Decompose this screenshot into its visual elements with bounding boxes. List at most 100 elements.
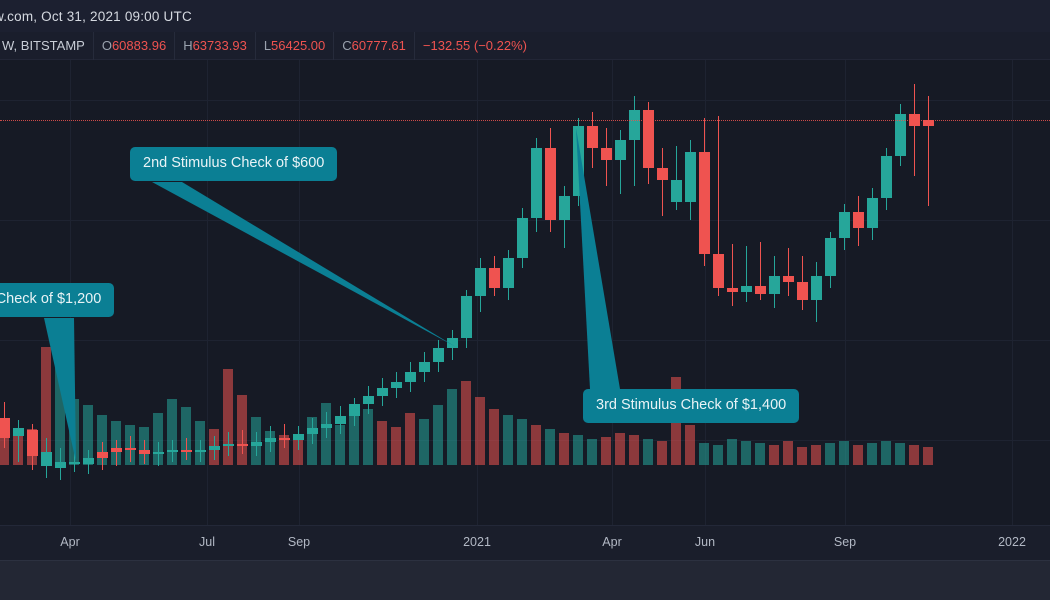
volume-bar	[391, 427, 401, 465]
annotation-label-stimulus-3[interactable]: 3rd Stimulus Check of $1,400	[583, 389, 800, 423]
close-value: 60777.61	[351, 38, 406, 53]
candle-body	[97, 452, 108, 458]
volume-bar	[377, 421, 387, 465]
candle-body	[503, 258, 514, 288]
volume-bar	[559, 433, 569, 465]
time-axis[interactable]: Apr Jul Sep 2021 Apr Jun Sep 2022	[0, 525, 1050, 560]
volume-bar	[629, 435, 639, 465]
candle-body	[279, 438, 290, 440]
candle-body	[713, 254, 724, 288]
volume-bar	[895, 443, 905, 465]
low-value: 56425.00	[271, 38, 326, 53]
candle-body	[657, 168, 668, 180]
candle-body	[881, 156, 892, 198]
candle-wick	[746, 246, 747, 302]
candle-body	[251, 442, 262, 446]
volume-bar	[839, 441, 849, 465]
volume-bar	[727, 439, 737, 465]
candle-body	[895, 114, 906, 156]
candle-body	[223, 444, 234, 446]
candle-body	[727, 288, 738, 292]
candle-body	[475, 268, 486, 296]
volume-bar	[293, 437, 303, 465]
volume-bar	[699, 443, 709, 465]
volume-bar	[713, 445, 723, 465]
candle-wick	[116, 440, 117, 466]
gridline-horizontal	[0, 340, 1050, 341]
candle-body	[27, 430, 38, 456]
annotation-label-stimulus-1[interactable]: mulus Check of $1,200	[0, 283, 115, 317]
open-value: 60883.96	[111, 38, 167, 53]
volume-bar	[797, 447, 807, 465]
candle-body	[517, 218, 528, 258]
candle-body	[867, 198, 878, 228]
candle-wick	[186, 438, 187, 460]
ohlc-open: O 60883.96	[94, 31, 176, 60]
gridline-vertical	[845, 60, 846, 525]
volume-bar	[0, 431, 9, 465]
annotation-pointer-stimulus-1	[44, 318, 76, 462]
volume-bar	[601, 437, 611, 465]
time-axis-label: Sep	[287, 535, 311, 549]
close-key: C	[342, 38, 352, 53]
candle-wick	[914, 84, 915, 176]
volume-bar	[405, 413, 415, 465]
candle-wick	[634, 96, 635, 186]
chart-footer-bar	[0, 560, 1050, 600]
symbol-label[interactable]: W, BITSTAMP	[0, 31, 94, 60]
volume-bar	[335, 425, 345, 465]
chart-source-bar: w.com, Oct 31, 2021 09:00 UTC	[0, 0, 1050, 32]
gridline-horizontal	[0, 100, 1050, 101]
time-axis-label: Apr	[60, 535, 80, 549]
price-change-value: −132.55 (−0.22%)	[422, 38, 527, 53]
candle-body	[671, 180, 682, 202]
volume-bar	[769, 445, 779, 465]
ohlc-high: H 63733.93	[175, 31, 256, 60]
volume-bar	[419, 419, 429, 465]
gridline-vertical	[612, 60, 613, 525]
candle-body	[489, 268, 500, 288]
volume-bar	[503, 415, 513, 465]
candle-wick	[620, 130, 621, 194]
volume-bar	[587, 439, 597, 465]
candle-body	[559, 196, 570, 220]
time-axis-label: Jun	[694, 535, 716, 549]
candle-wick	[928, 96, 929, 206]
volume-bar	[923, 447, 933, 465]
candle-wick	[242, 430, 243, 454]
volume-bar	[447, 389, 457, 465]
candle-body	[237, 444, 248, 446]
candle-body	[839, 212, 850, 238]
volume-bar	[223, 369, 233, 465]
volume-bar	[97, 415, 107, 465]
annotation-pointer-stimulus-3	[576, 128, 620, 389]
volume-bar	[867, 443, 877, 465]
volume-bar	[825, 443, 835, 465]
annotation-label-stimulus-2[interactable]: 2nd Stimulus Check of $600	[130, 147, 338, 181]
volume-bar	[475, 397, 485, 465]
volume-bar	[363, 409, 373, 465]
candle-body	[447, 338, 458, 348]
candle-body	[531, 148, 542, 218]
time-axis-label: Jul	[199, 535, 215, 549]
candle-body	[741, 286, 752, 292]
candle-body	[545, 148, 556, 220]
source-timestamp-text: w.com, Oct 31, 2021 09:00 UTC	[0, 8, 192, 24]
price-chart-pane[interactable]: mulus Check of $1,200 2nd Stimulus Check …	[0, 60, 1050, 525]
candle-body	[55, 462, 66, 468]
volume-bar	[279, 435, 289, 465]
candle-body	[629, 110, 640, 140]
candle-body	[377, 388, 388, 396]
candle-body	[321, 424, 332, 428]
candle-body	[685, 152, 696, 202]
candle-body	[419, 362, 430, 372]
candle-body	[181, 450, 192, 452]
volume-bar	[153, 413, 163, 465]
candle-body	[643, 110, 654, 168]
candle-body	[797, 282, 808, 300]
last-price-line	[0, 120, 1050, 121]
candle-wick	[284, 424, 285, 448]
volume-bar	[755, 443, 765, 465]
candle-wick	[718, 116, 719, 296]
